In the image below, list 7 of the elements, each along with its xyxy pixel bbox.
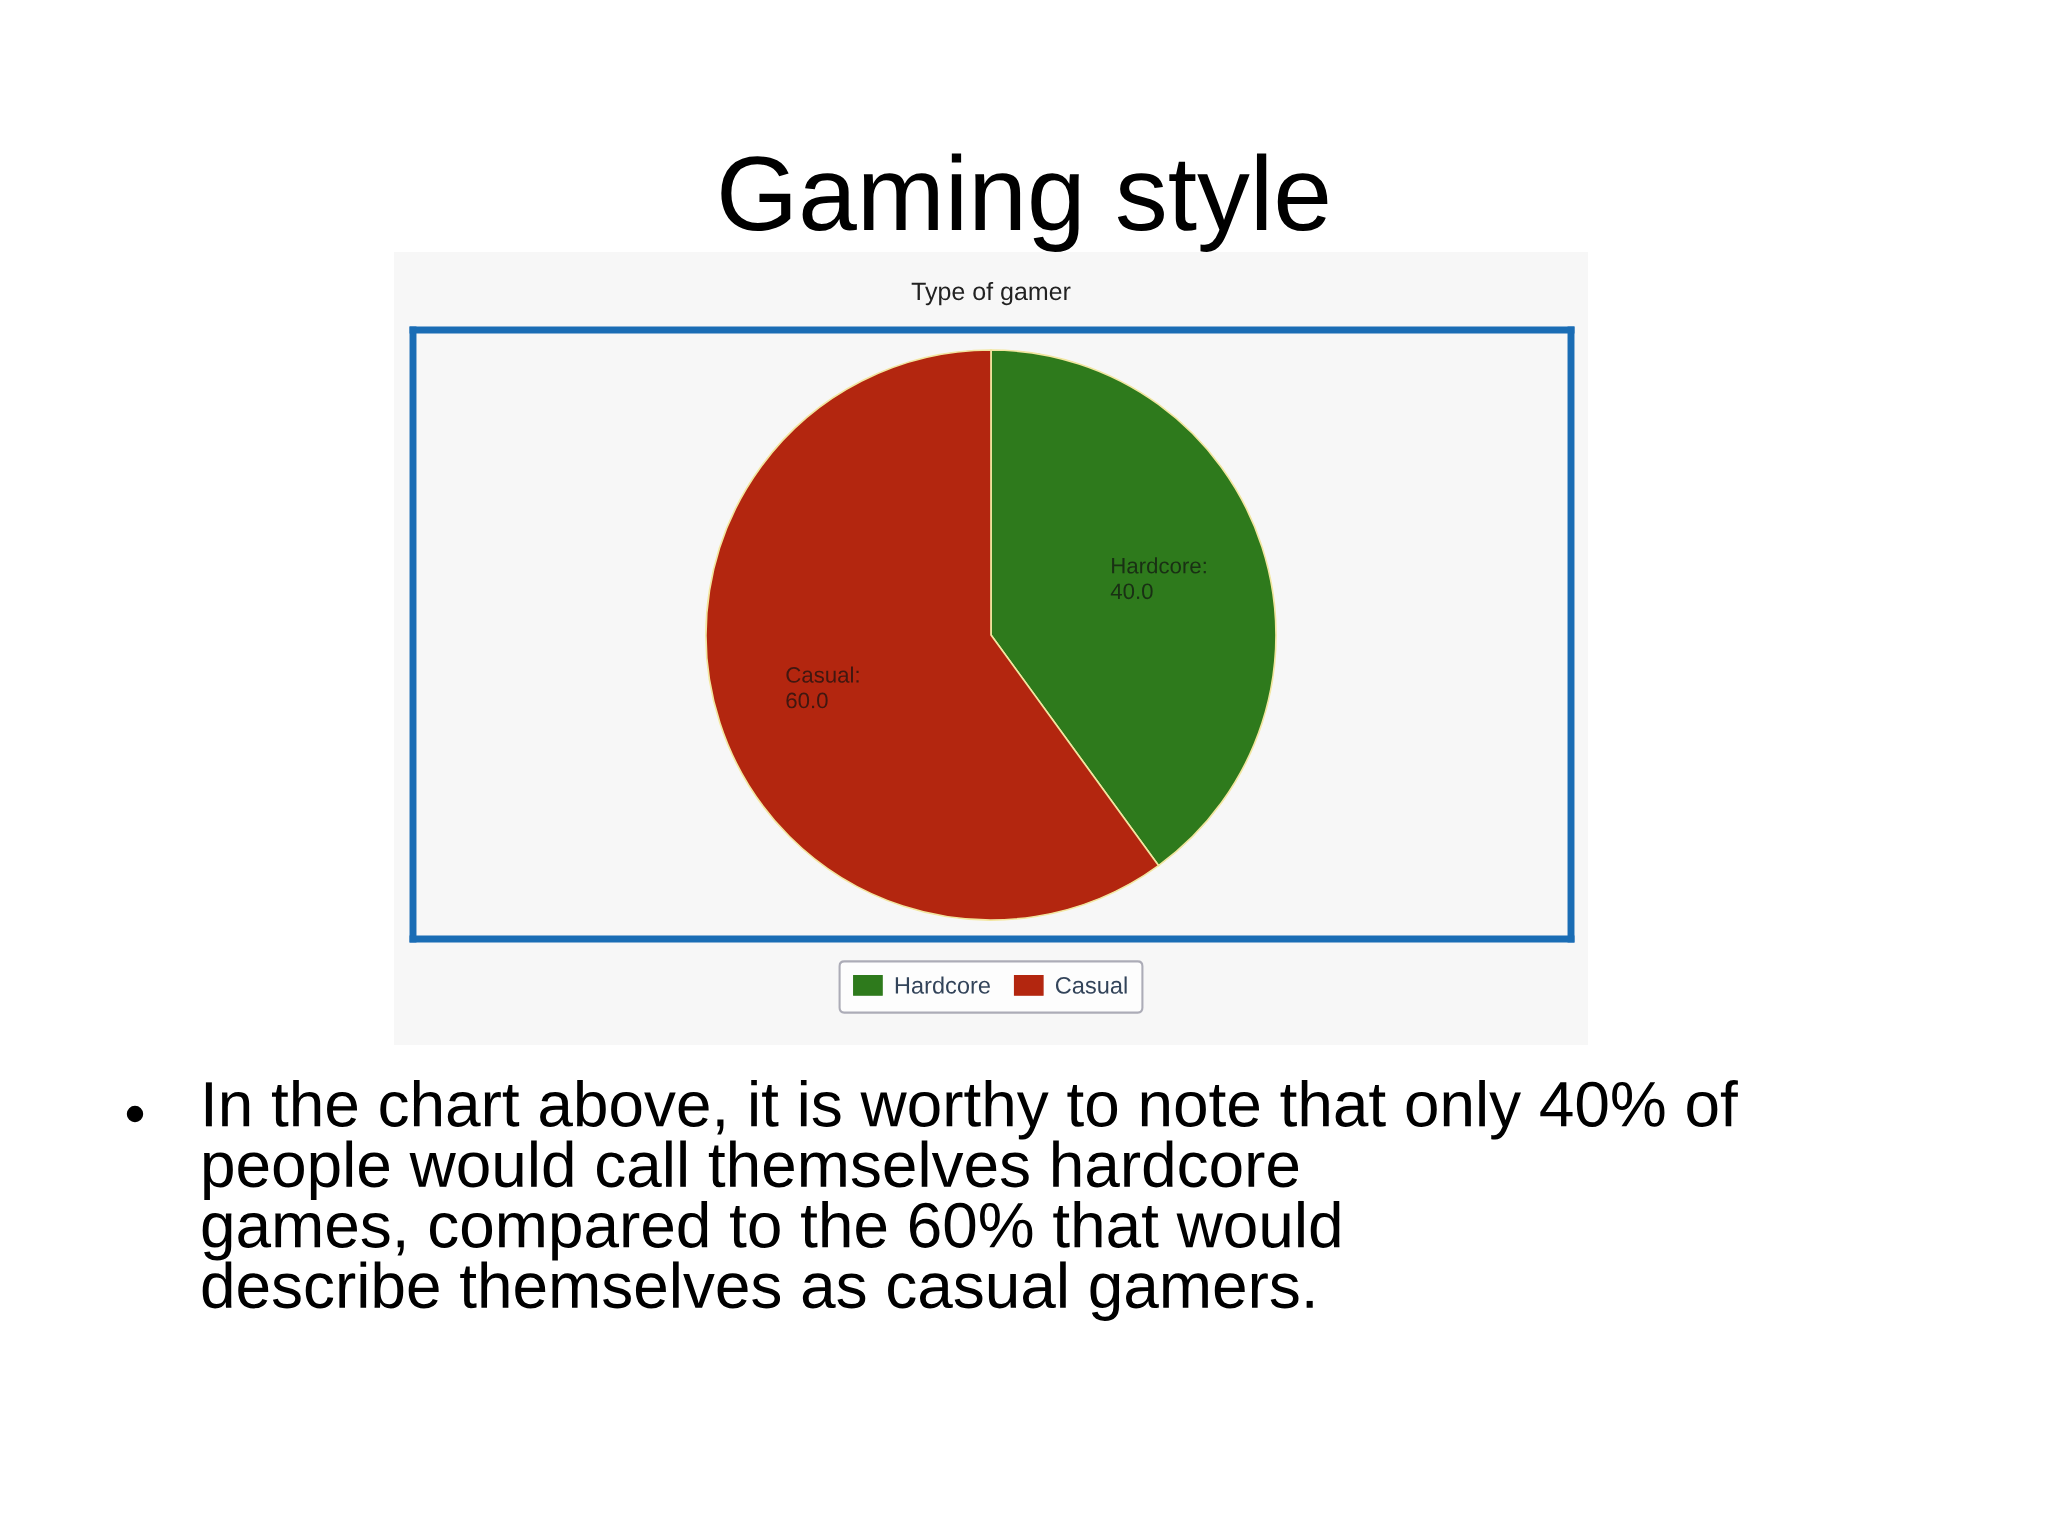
chart-subtitle: Type of gamer (911, 281, 1071, 306)
legend-label: Hardcore (895, 976, 990, 994)
text: In the chart above, it is worthy to note that only 40% of people would call themselves hardcore games, compared to the 60% that would describe themselves as casual gamers. (202, 1080, 1738, 1321)
legend-label: Casual (1055, 976, 1127, 994)
data-label: Hardcore: 40.0 (1110, 557, 1206, 600)
chart-title: Gaming style (721, 153, 1328, 252)
data-label: Casual: 60.0 (786, 666, 859, 709)
